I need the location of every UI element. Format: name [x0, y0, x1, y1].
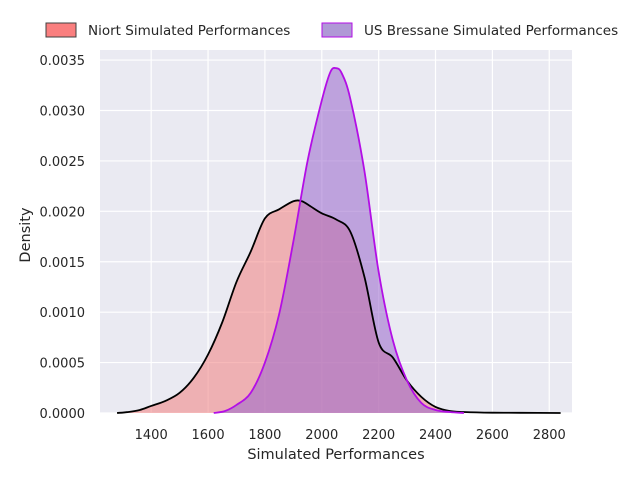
y-tick-label: 0.0015 [40, 256, 86, 271]
line-us-bressane [213, 67, 465, 414]
y-axis-label: Density [18, 207, 34, 263]
x-tick-label: 1800 [248, 428, 281, 443]
y-axis-ticks: 0.0000 0.0005 0.0010 0.0015 0.0020 0.0025 0.00… [40, 54, 86, 422]
legend-swatch-us-bressane [321, 22, 353, 38]
y-tick-label: 0.0000 [40, 407, 86, 422]
legend-label-us-bressane: US Bressane Simulated Performances [364, 23, 618, 39]
y-tick-label: 0.0030 [40, 105, 86, 120]
y-tick-label: 0.0025 [40, 155, 86, 170]
x-tick-label: 2400 [419, 428, 452, 443]
x-axis-ticks: 1400 1600 1800 2000 2200 2400 2600 2800 [135, 428, 566, 443]
x-axis-label: Simulated Performances [247, 447, 424, 463]
legend-label-niort: Niort Simulated Performances [88, 23, 290, 39]
density-lines [116, 67, 561, 414]
legend-swatch-niort [45, 22, 77, 38]
x-tick-label: 2600 [476, 428, 509, 443]
y-tick-label: 0.0020 [40, 205, 86, 220]
x-tick-label: 1600 [192, 428, 225, 443]
y-tick-label: 0.0005 [40, 357, 86, 372]
x-tick-label: 2000 [305, 428, 338, 443]
line-niort [116, 199, 561, 414]
x-tick-label: 2800 [533, 428, 566, 443]
y-tick-label: 0.0035 [40, 54, 86, 69]
y-tick-label: 0.0010 [40, 306, 86, 321]
legend: Niort Simulated Performances US Bressane… [45, 22, 618, 39]
x-tick-label: 1400 [135, 428, 168, 443]
x-tick-label: 2200 [362, 428, 395, 443]
